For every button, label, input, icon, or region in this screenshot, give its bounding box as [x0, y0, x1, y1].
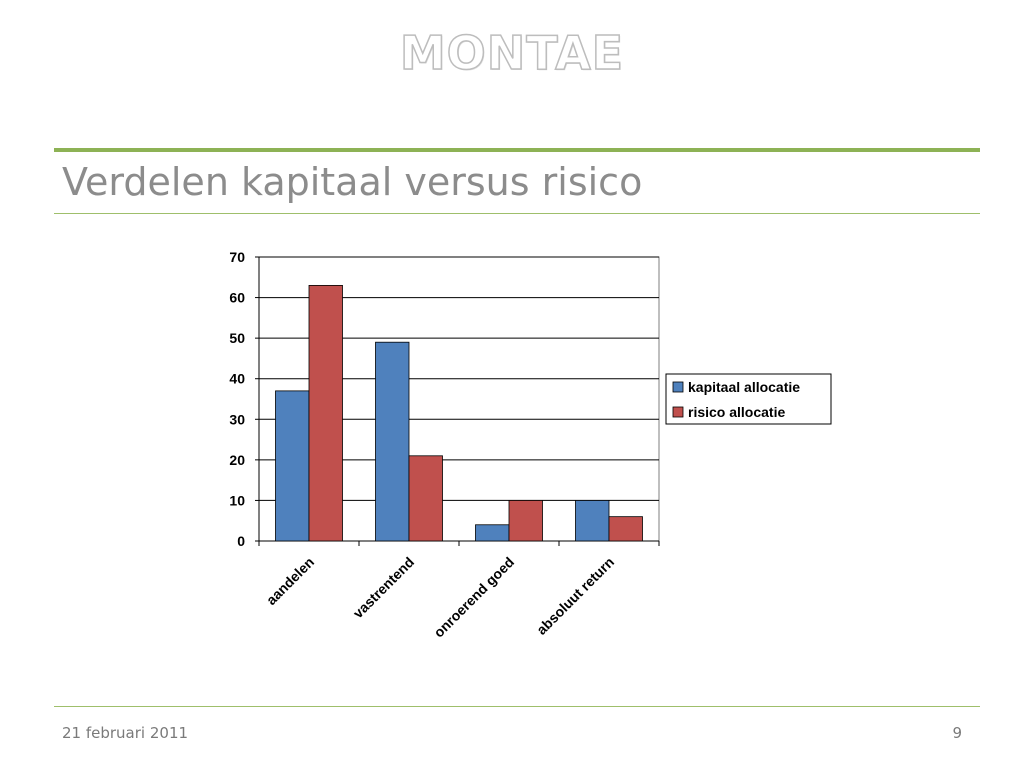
bar	[575, 500, 610, 542]
header-divider	[54, 148, 980, 152]
category-label: vastrentend	[350, 554, 417, 621]
legend-swatch	[672, 406, 684, 418]
category-label: aandelen	[263, 554, 317, 608]
y-tick-label: 50	[229, 330, 245, 346]
slide-title: Verdelen kapitaal versus risico	[62, 160, 643, 204]
y-tick-label: 20	[229, 452, 245, 468]
legend	[665, 373, 832, 425]
bar	[475, 524, 510, 542]
legend-label: risico allocatie	[688, 404, 785, 420]
footer-divider	[54, 706, 980, 707]
legend-swatch	[672, 381, 684, 393]
bar	[308, 284, 343, 542]
page-number: 9	[952, 724, 962, 742]
y-tick-label: 0	[237, 533, 245, 549]
y-tick-label: 70	[229, 249, 245, 265]
bar	[408, 455, 443, 542]
bar	[508, 500, 543, 542]
bar	[275, 390, 310, 542]
brand-logo: MONTAE	[399, 25, 625, 81]
category-label: absoluut return	[533, 554, 617, 638]
title-divider	[54, 213, 980, 214]
bar	[608, 516, 643, 542]
y-tick-label: 10	[229, 492, 245, 508]
footer-date: 21 februari 2011	[62, 724, 189, 742]
legend-label: kapitaal allocatie	[688, 379, 800, 395]
category-label: onroerend goed	[430, 554, 517, 641]
bar	[375, 341, 410, 542]
y-tick-label: 30	[229, 411, 245, 427]
y-tick-label: 40	[229, 371, 245, 387]
y-tick-label: 60	[229, 290, 245, 306]
